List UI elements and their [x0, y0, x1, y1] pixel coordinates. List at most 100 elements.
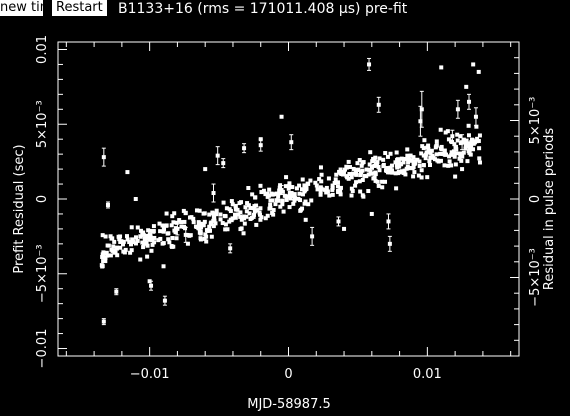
- data-point: [336, 188, 341, 193]
- data-point: [447, 159, 452, 164]
- data-point: [384, 168, 389, 173]
- new-tim-button[interactable]: new tim: [0, 0, 43, 16]
- data-point: [472, 140, 477, 145]
- y-tick-label: 0.01: [35, 35, 50, 64]
- data-point: [100, 233, 105, 238]
- data-point: [369, 171, 374, 176]
- data-point: [477, 156, 482, 161]
- data-point: [252, 212, 257, 217]
- restart-button[interactable]: Restart: [52, 0, 107, 16]
- data-point: [233, 204, 238, 209]
- data-point: [332, 181, 337, 186]
- data-point: [287, 205, 292, 210]
- data-point: [338, 192, 343, 197]
- data-point: [172, 211, 177, 216]
- x-tick-label: −0.01: [130, 367, 170, 382]
- data-point: [121, 239, 126, 244]
- data-point: [144, 240, 149, 245]
- data-point: [468, 152, 473, 157]
- data-point: [446, 137, 451, 142]
- data-point: [211, 218, 216, 223]
- data-point: [230, 202, 235, 207]
- data-point: [458, 134, 463, 139]
- data-point: [255, 208, 260, 213]
- data-point: [164, 211, 169, 216]
- data-point: [396, 171, 401, 176]
- data-point: [452, 154, 457, 159]
- data-point: [349, 193, 354, 198]
- data-point: [103, 234, 108, 239]
- data-point: [289, 193, 294, 198]
- data-point: [258, 137, 263, 142]
- data-point: [449, 163, 454, 168]
- data-point: [416, 173, 421, 178]
- data-point: [463, 146, 468, 151]
- data-point: [475, 136, 480, 141]
- data-point: [369, 211, 374, 216]
- x-tick-label: 0.01: [413, 367, 442, 382]
- data-point: [406, 160, 411, 165]
- data-point: [349, 186, 354, 191]
- data-point: [196, 220, 201, 225]
- data-point: [347, 165, 352, 170]
- data-point: [259, 215, 264, 220]
- data-point: [455, 132, 460, 137]
- data-point: [315, 187, 320, 192]
- data-point: [169, 223, 174, 228]
- data-point: [117, 237, 122, 242]
- data-point: [284, 197, 289, 202]
- data-point: [268, 198, 273, 203]
- data-point: [105, 202, 110, 207]
- data-point: [112, 239, 117, 244]
- data-point: [355, 161, 360, 166]
- data-point: [204, 228, 209, 233]
- data-point: [373, 178, 378, 183]
- data-point: [197, 222, 202, 227]
- data-point: [421, 146, 426, 151]
- data-point: [247, 211, 252, 216]
- data-point: [451, 149, 456, 154]
- data-point: [351, 166, 356, 171]
- data-point: [203, 232, 208, 237]
- data-point: [419, 175, 424, 180]
- data-point: [142, 241, 147, 246]
- data-point: [189, 215, 194, 220]
- data-point: [223, 214, 228, 219]
- data-point: [443, 130, 448, 135]
- data-point: [281, 209, 286, 214]
- data-point: [443, 152, 448, 157]
- data-point: [308, 178, 313, 183]
- data-point: [201, 223, 206, 228]
- data-point: [411, 165, 416, 170]
- data-point: [109, 236, 114, 241]
- data-point: [411, 174, 416, 179]
- data-point: [268, 205, 273, 210]
- data-point: [423, 156, 428, 161]
- data-point: [221, 161, 226, 166]
- data-point: [294, 186, 299, 191]
- data-point: [302, 201, 307, 206]
- data-point: [354, 170, 359, 175]
- data-point: [152, 235, 157, 240]
- data-point: [419, 151, 424, 156]
- data-point: [243, 205, 248, 210]
- data-point: [349, 175, 354, 180]
- data-point: [223, 222, 228, 227]
- data-point: [389, 168, 394, 173]
- data-point: [152, 240, 157, 245]
- data-point: [233, 212, 238, 217]
- data-point: [292, 198, 297, 203]
- data-point: [253, 195, 258, 200]
- data-point: [387, 241, 392, 246]
- data-point: [424, 150, 429, 155]
- data-point: [342, 226, 347, 231]
- data-point: [123, 247, 128, 252]
- data-point: [227, 219, 232, 224]
- data-point: [336, 219, 341, 224]
- data-point: [284, 175, 289, 180]
- data-point: [228, 246, 233, 251]
- data-point: [259, 190, 264, 195]
- data-point: [405, 147, 410, 152]
- data-point: [211, 214, 216, 219]
